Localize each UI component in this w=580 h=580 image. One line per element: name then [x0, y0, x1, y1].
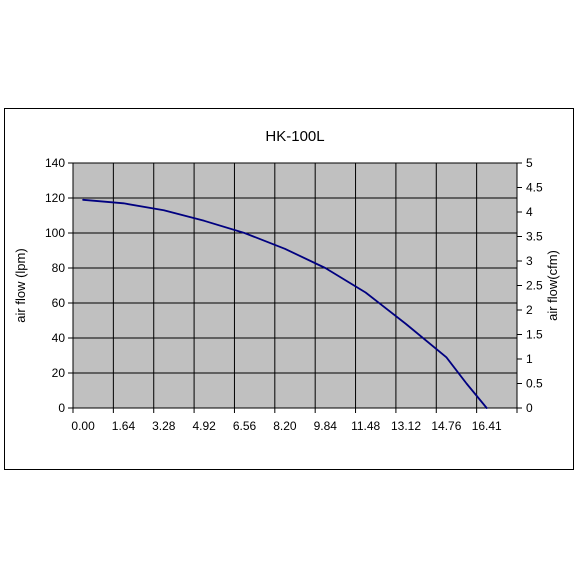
y-tick-label: 0 [58, 401, 65, 415]
y-tick-label: 80 [52, 261, 66, 275]
y-tick-label: 60 [52, 296, 66, 310]
y2-tick-label: 3.5 [526, 230, 543, 244]
y2-tick-label: 4 [526, 205, 533, 219]
y2-tick-label: 3 [526, 254, 533, 268]
x-tick-label: 0.00 [71, 419, 95, 433]
x-tick-label: 1.64 [112, 419, 136, 433]
x-tick-label: 3.28 [152, 419, 176, 433]
chart-title: HK-100L [265, 128, 324, 145]
y2-tick-label: 0.5 [526, 377, 543, 391]
y-tick-label: 100 [45, 226, 65, 240]
x-tick-label: 9.84 [314, 419, 338, 433]
y2-tick-label: 0 [526, 401, 533, 415]
x-tick-label: 4.92 [193, 419, 217, 433]
x-tick-label: 14.76 [431, 419, 461, 433]
y2-tick-label: 5 [526, 156, 533, 170]
chart-svg: HK-100L 0 20 40 60 80 100 120 140 0 0.5 1 1.5 2 2.5 3 3… [13, 128, 560, 433]
y2-tick-label: 4.5 [526, 181, 543, 195]
chart-frame: HK-100L 0 20 40 60 80 100 120 140 0 0.5 1 1.5 2 2.5 3 3… [4, 108, 574, 470]
series-layer [82, 198, 488, 409]
y2-tick-label: 2 [526, 303, 533, 317]
y-tick-label: 120 [45, 191, 65, 205]
y2-tick-label: 1.5 [526, 328, 543, 342]
x-tick-label: 13.12 [391, 419, 421, 433]
x-tick-label: 16.41 [472, 419, 502, 433]
y-axis-title: air flow (lpm) [13, 248, 28, 322]
y-tick-label: 40 [52, 331, 66, 345]
x-tick-label: 11.48 [351, 419, 380, 433]
y2-tick-label: 2.5 [526, 279, 543, 293]
y2-tick-label: 1 [526, 352, 533, 366]
axes-layer: 0 20 40 60 80 100 120 140 0 0.5 1 1.5 2 2.5 3 3.5 4 4.5 5 0… [45, 156, 543, 433]
x-tick-label: 8.20 [273, 419, 297, 433]
y2-axis-title: air flow(cfm) [545, 250, 560, 321]
y-tick-label: 20 [52, 366, 66, 380]
series-line [82, 198, 488, 409]
y-tick-label: 140 [45, 156, 65, 170]
plot-area [72, 162, 518, 409]
x-tick-label: 6.56 [233, 419, 257, 433]
